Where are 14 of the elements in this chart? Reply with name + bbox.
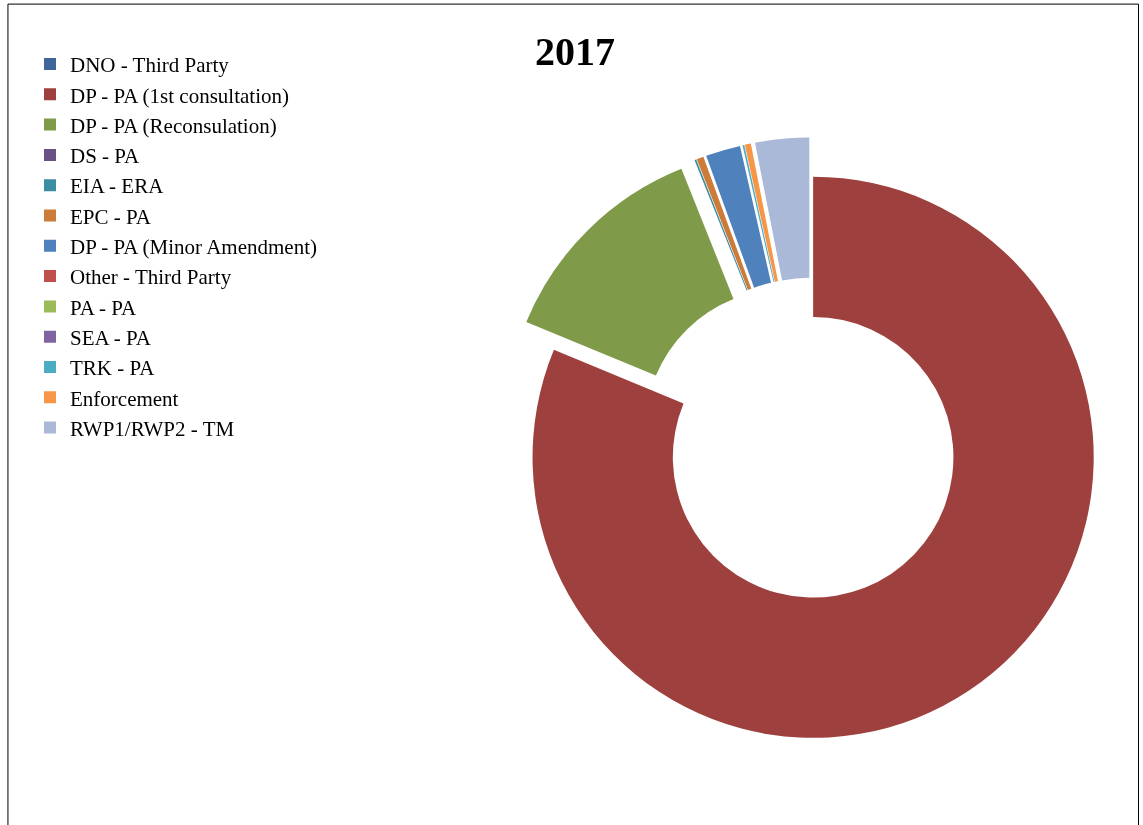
legend-label: DNO - Third Party — [70, 53, 230, 78]
legend-label: DP - PA (Reconsulation) — [70, 113, 277, 138]
legend-label: EIA - ERA — [70, 174, 165, 199]
legend-label: EPC - PA — [70, 204, 152, 229]
legend-label: Enforcement — [70, 386, 179, 411]
legend-label: DS - PA — [70, 144, 141, 169]
legend-label: RWP1/RWP2 - TM — [70, 416, 235, 441]
legend-label: DP - PA (Minor Amendment) — [70, 234, 317, 259]
legend-label: DP - PA (1st consultation) — [70, 83, 289, 108]
chart-title: 2017 — [534, 29, 615, 75]
legend-label: SEA - PA — [70, 325, 152, 350]
legend-label: TRK - PA — [70, 356, 156, 381]
legend-label: Other - Third Party — [70, 265, 232, 290]
legend-label: PA - PA — [70, 295, 137, 320]
